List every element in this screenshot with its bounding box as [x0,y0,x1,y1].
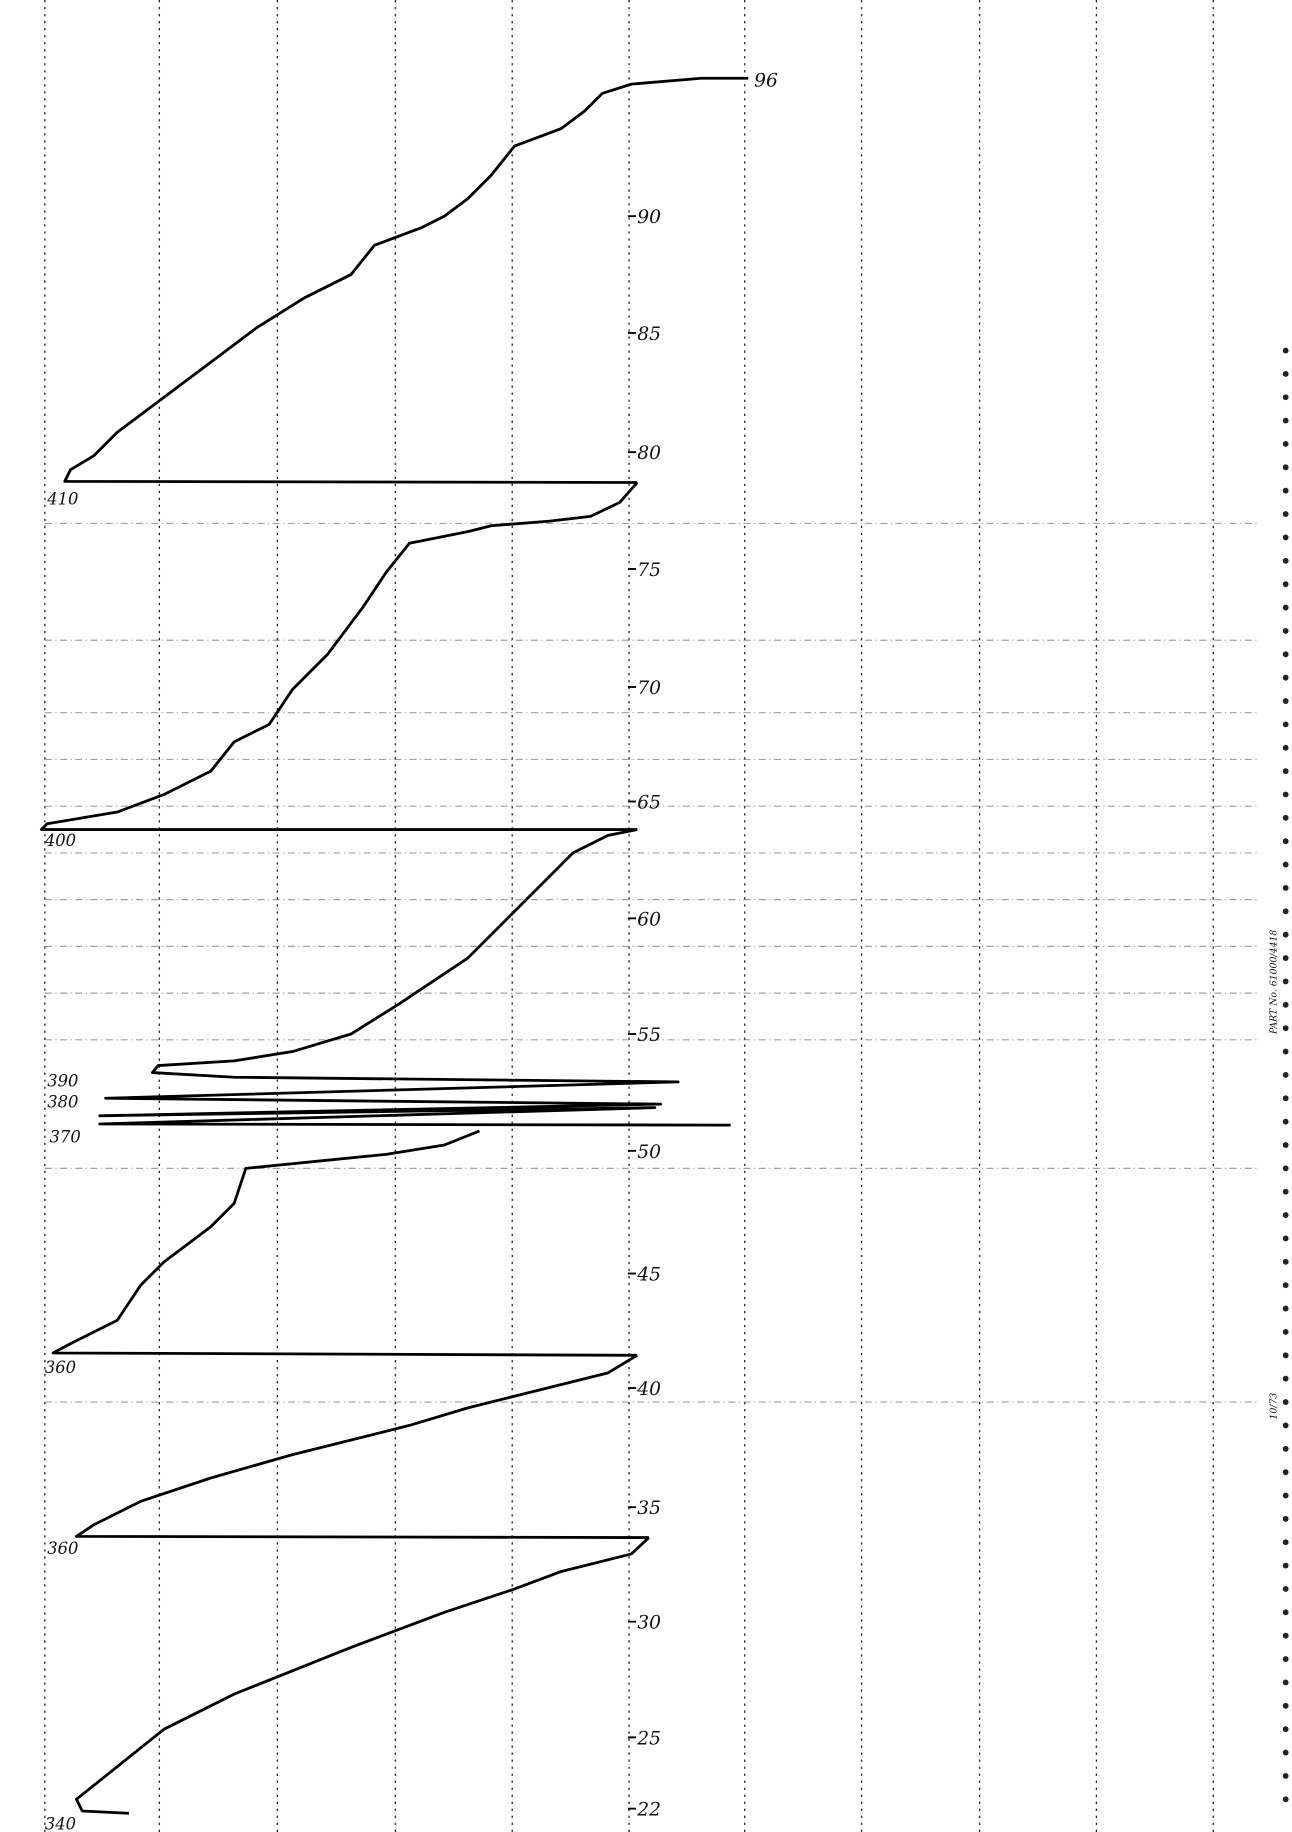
hole [1282,441,1289,447]
trace-segment [98,828,731,1127]
scale-label: 22 [636,1800,661,1821]
hole [1282,557,1289,564]
trace-label: 400 [44,831,76,850]
hole [1282,1796,1289,1803]
hole [1282,1352,1289,1359]
hole [1282,1609,1289,1616]
hole [1282,1469,1289,1476]
hole [1282,1305,1289,1312]
hole [1282,1726,1289,1733]
trace-segment [51,1129,638,1357]
hole [1282,1235,1289,1242]
hole [1282,908,1289,915]
hole [1282,1001,1289,1008]
hole [1282,978,1289,985]
labels: 96 90 85 80 75 70 65 60 55 50 45 40 35 30 25 22 410 400 39… [44,70,1279,1832]
hole [1282,931,1289,938]
hole [1282,1095,1289,1102]
hole [1282,534,1289,541]
hole [1282,1515,1289,1522]
hole [1282,1772,1289,1779]
scale-label: 85 [637,324,661,345]
hole [1282,1539,1289,1546]
hole [1282,1048,1289,1055]
hole [1282,347,1289,354]
hole [1282,604,1289,611]
sprocket-holes [1282,347,1289,1803]
scale-label: 80 [637,443,661,464]
scale-label: 75 [637,560,661,581]
hole [1282,744,1289,751]
hole [1282,721,1289,728]
hole [1282,1562,1289,1569]
hole [1282,768,1289,775]
margin-text: 10/73 [1268,1393,1279,1420]
hole [1282,627,1289,634]
hole [1282,1492,1289,1499]
hole [1282,698,1289,704]
hole [1282,1422,1289,1429]
hole [1282,417,1289,424]
scale-label: 90 [637,207,661,228]
hole [1282,1025,1289,1032]
hole [1282,791,1289,798]
scale-label: 55 [637,1025,661,1046]
hole [1282,838,1289,845]
hole [1282,1445,1289,1452]
hole [1282,1375,1289,1382]
trace-segment [63,76,749,484]
trace-label: 360 [45,1358,76,1377]
hole [1282,511,1289,518]
scale-label: 35 [637,1498,661,1519]
hole [1282,814,1289,821]
hole [1282,1749,1289,1756]
scale-label: 96 [754,70,778,91]
scale-label: 50 [637,1142,661,1163]
scale-label: 30 [637,1613,661,1634]
scale-label: 40 [636,1379,661,1400]
trace-label: 340 [45,1815,76,1832]
hole [1282,1586,1289,1592]
hole [1282,1679,1289,1686]
hole [1282,1399,1289,1405]
trace-segment [75,1536,650,1815]
hole [1282,487,1289,494]
hole [1282,464,1289,471]
hole [1282,1632,1289,1639]
hole [1282,1188,1289,1195]
hole [1282,1165,1289,1172]
margin-text: PART No. 61000/4418 [1268,930,1279,1035]
scale-label: 25 [636,1728,661,1749]
hole [1282,394,1289,401]
trace-label: 380 [47,1093,78,1112]
trace-segment [39,481,639,831]
pen-trace [39,76,749,1815]
hole [1282,1118,1289,1125]
hole [1282,674,1289,681]
trace-label: 390 [47,1072,78,1091]
scale-label: 70 [637,678,661,699]
hole [1282,1258,1289,1265]
hole [1282,1071,1289,1078]
hole [1282,1656,1289,1663]
trace-label: 370 [50,1128,81,1147]
hole [1282,651,1289,658]
hole [1282,1282,1289,1289]
trace-label: 410 [46,490,78,509]
trace-segment [75,1354,649,1539]
scale-label: 65 [637,793,661,814]
hole [1282,1329,1289,1335]
hole [1282,861,1289,868]
hole [1282,885,1289,891]
trace-label: 360 [47,1539,78,1558]
hole [1282,955,1289,961]
hole [1282,370,1289,377]
hole [1282,1702,1289,1709]
hole [1282,1142,1289,1148]
hole [1282,1212,1289,1219]
scale-label: 45 [636,1265,661,1286]
hole [1282,581,1289,588]
scale-label: 60 [637,909,661,930]
